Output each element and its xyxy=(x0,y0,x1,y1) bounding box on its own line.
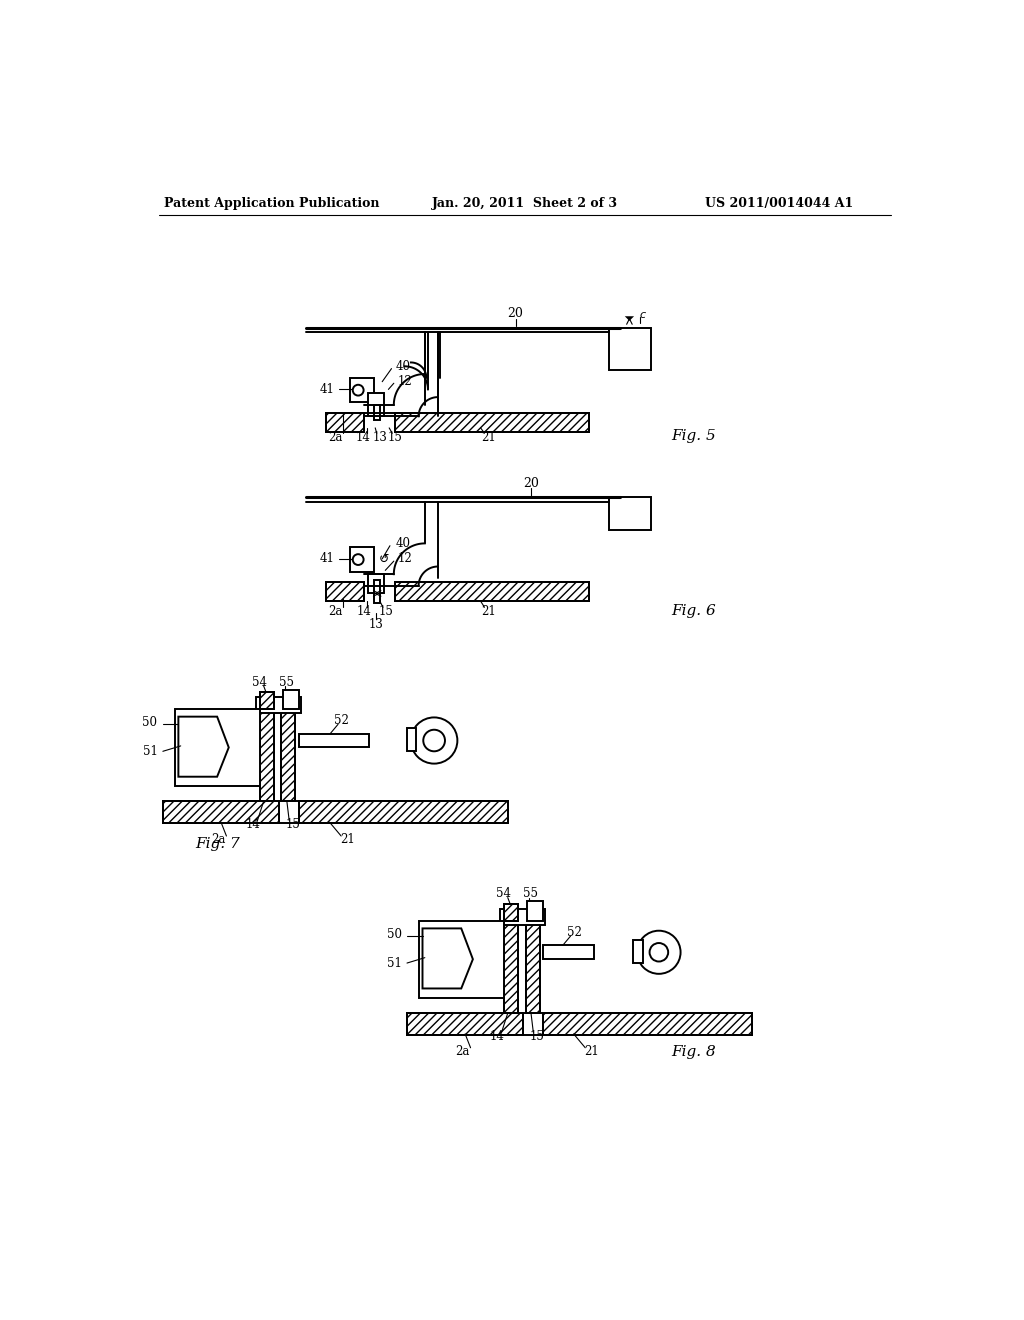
Bar xyxy=(174,709,260,785)
Text: 2a: 2a xyxy=(456,1045,470,1059)
Text: 54: 54 xyxy=(497,887,511,900)
Bar xyxy=(525,921,540,1014)
Text: 14: 14 xyxy=(246,818,260,832)
Bar xyxy=(350,548,374,572)
Bar xyxy=(407,1014,523,1035)
Bar xyxy=(260,709,273,801)
Text: 15: 15 xyxy=(379,605,393,618)
Bar xyxy=(504,921,518,1014)
Text: 40: 40 xyxy=(395,360,411,372)
Text: Patent Application Publication: Patent Application Publication xyxy=(164,197,379,210)
Bar xyxy=(299,734,369,747)
Bar xyxy=(407,1014,523,1035)
Text: 50: 50 xyxy=(142,717,158,730)
Text: 52: 52 xyxy=(335,714,349,727)
Bar xyxy=(260,709,273,801)
Bar xyxy=(527,902,543,921)
Text: Fig. 5: Fig. 5 xyxy=(672,429,716,442)
Text: 2a: 2a xyxy=(328,430,342,444)
Text: 12: 12 xyxy=(397,552,413,565)
Bar xyxy=(608,327,651,370)
Bar xyxy=(504,921,518,1014)
Bar xyxy=(326,582,365,601)
Bar xyxy=(326,412,365,432)
Text: 50: 50 xyxy=(387,928,401,941)
Bar xyxy=(544,945,594,960)
Text: 14: 14 xyxy=(489,1030,505,1043)
Circle shape xyxy=(423,730,445,751)
Text: 14: 14 xyxy=(357,605,372,618)
Bar xyxy=(500,909,545,924)
Bar xyxy=(395,582,589,601)
Text: 21: 21 xyxy=(340,833,354,846)
Text: 21: 21 xyxy=(481,430,496,444)
Bar xyxy=(608,498,651,529)
Text: 2a: 2a xyxy=(212,833,226,846)
Text: 15: 15 xyxy=(286,818,300,832)
Bar xyxy=(419,921,504,998)
Bar xyxy=(163,801,280,822)
Bar xyxy=(283,689,299,709)
Text: Jan. 20, 2011  Sheet 2 of 3: Jan. 20, 2011 Sheet 2 of 3 xyxy=(432,197,617,210)
Text: 20: 20 xyxy=(523,477,539,490)
Text: $\circlearrowleft$: $\circlearrowleft$ xyxy=(376,553,390,566)
Bar xyxy=(282,709,295,801)
Bar xyxy=(543,1014,752,1035)
Bar xyxy=(407,729,417,751)
Text: 2a: 2a xyxy=(328,605,342,618)
Text: 51: 51 xyxy=(387,957,401,970)
Text: 20: 20 xyxy=(508,308,523,321)
Text: 54: 54 xyxy=(252,676,267,689)
Bar xyxy=(163,801,280,822)
Bar xyxy=(260,692,273,709)
Bar xyxy=(256,697,301,713)
Text: 21: 21 xyxy=(584,1045,599,1059)
Bar xyxy=(525,921,540,1014)
Text: 15: 15 xyxy=(529,1030,545,1043)
Text: 14: 14 xyxy=(355,430,371,444)
Polygon shape xyxy=(625,317,634,321)
Circle shape xyxy=(637,931,681,974)
Text: 21: 21 xyxy=(481,605,496,618)
Bar xyxy=(395,412,589,432)
Circle shape xyxy=(352,554,364,565)
Text: 55: 55 xyxy=(523,887,539,900)
Bar xyxy=(369,393,384,416)
Bar xyxy=(326,412,365,432)
Text: 13: 13 xyxy=(373,430,387,444)
Text: 13: 13 xyxy=(369,618,383,631)
Text: Fig. 8: Fig. 8 xyxy=(672,1044,716,1059)
Text: Fig. 6: Fig. 6 xyxy=(672,605,716,618)
Bar xyxy=(395,582,589,601)
Bar xyxy=(395,412,589,432)
Bar xyxy=(374,405,380,420)
Text: Fig. 7: Fig. 7 xyxy=(195,837,240,850)
Circle shape xyxy=(352,385,364,396)
Bar xyxy=(282,709,295,801)
Bar xyxy=(369,574,384,594)
Bar xyxy=(350,378,374,403)
Text: 12: 12 xyxy=(397,375,413,388)
Text: 41: 41 xyxy=(321,552,335,565)
Text: US 2011/0014044 A1: US 2011/0014044 A1 xyxy=(705,197,853,210)
Text: 40: 40 xyxy=(395,537,411,550)
Bar xyxy=(299,801,508,822)
Bar xyxy=(374,581,380,603)
Bar xyxy=(326,582,365,601)
Circle shape xyxy=(649,942,669,961)
Text: 51: 51 xyxy=(142,744,158,758)
Circle shape xyxy=(411,718,458,763)
Text: 15: 15 xyxy=(388,430,402,444)
Bar xyxy=(299,801,508,822)
Bar xyxy=(633,940,643,964)
Text: 41: 41 xyxy=(321,383,335,396)
Text: 55: 55 xyxy=(280,676,294,689)
Bar xyxy=(504,904,518,921)
Text: $\mathit{c}$: $\mathit{c}$ xyxy=(639,310,647,319)
Bar xyxy=(260,692,273,709)
Bar xyxy=(543,1014,752,1035)
Text: 52: 52 xyxy=(567,925,582,939)
Bar xyxy=(504,904,518,921)
